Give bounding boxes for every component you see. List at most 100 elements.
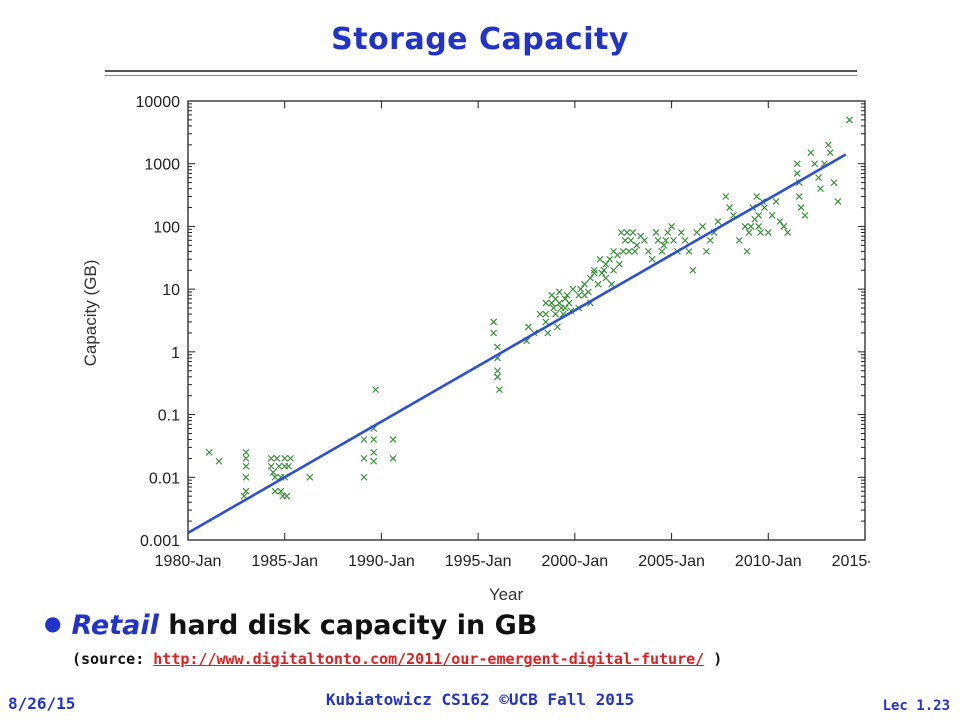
data-point [784, 229, 792, 236]
data-point [281, 455, 289, 462]
data-point [747, 223, 755, 230]
data-point [768, 211, 776, 219]
data-point [370, 436, 378, 443]
data-point [287, 455, 294, 462]
data-point [269, 468, 277, 476]
y-tick-label: 0.01 [149, 470, 180, 487]
y-tick-label: 0.1 [158, 408, 180, 425]
x-tick-label: 1995-Jan [445, 553, 512, 570]
y-tick-label: 10 [162, 282, 180, 299]
data-point [703, 247, 710, 255]
data-point [360, 455, 368, 462]
data-point [817, 185, 824, 193]
data-point [542, 299, 550, 307]
data-point [273, 455, 281, 462]
data-point [494, 343, 501, 351]
data-point [370, 457, 378, 465]
data-point [563, 291, 571, 299]
data-point [807, 149, 815, 157]
data-point [664, 229, 672, 236]
y-tick-label: 10000 [136, 94, 181, 111]
data-point [542, 318, 550, 326]
data-point [577, 285, 585, 293]
data-point [490, 318, 498, 326]
data-point [619, 247, 627, 255]
data-point [741, 223, 749, 230]
data-point [652, 229, 660, 236]
data-point [658, 247, 666, 255]
data-point [554, 323, 561, 331]
x-tick-label: 1980-Jan [155, 553, 222, 570]
data-point [654, 236, 662, 244]
data-point [706, 236, 714, 244]
data-point [648, 255, 656, 263]
data-point [644, 247, 652, 255]
data-point [267, 462, 275, 470]
x-axis-label: Year [489, 585, 524, 604]
source-link[interactable]: http://www.digitaltonto.com/2011/our-eme… [153, 650, 705, 668]
data-point [565, 299, 573, 307]
data-point [815, 174, 822, 182]
trend-line [187, 153, 847, 534]
data-point [614, 251, 621, 259]
plot-frame [187, 100, 866, 541]
bullet-body: hard disk capacity in GB [158, 610, 538, 641]
data-point [552, 310, 559, 318]
data-point [555, 299, 563, 307]
bullet-text: ● Retail hard disk capacity in GB [44, 610, 537, 641]
data-point [600, 266, 608, 274]
data-point [360, 436, 368, 443]
data-point [594, 280, 602, 288]
bullet-emphasis: Retail [71, 610, 159, 641]
data-point [772, 198, 780, 205]
data-point [793, 170, 801, 177]
data-point [797, 204, 805, 211]
y-tick-label: 100 [153, 219, 180, 236]
data-point [271, 473, 279, 481]
source-suffix: ) [704, 650, 723, 668]
data-point [372, 386, 380, 394]
data-point [735, 236, 743, 244]
data-point [602, 260, 610, 268]
data-point [668, 223, 675, 230]
source-prefix: (source: [72, 650, 154, 668]
data-point [277, 487, 285, 495]
footer-date: 8/26/15 [8, 694, 76, 713]
data-point [590, 269, 598, 277]
data-point [550, 304, 557, 312]
x-tick-label: 2010-Jan [735, 553, 802, 570]
data-point [590, 266, 598, 274]
data-point [793, 160, 801, 168]
data-point [826, 149, 834, 157]
data-point [662, 236, 670, 244]
data-point [389, 436, 397, 443]
data-point [764, 229, 772, 236]
data-point [610, 266, 617, 274]
data-point [681, 236, 689, 244]
data-point [242, 473, 250, 481]
data-point [569, 285, 577, 293]
data-point [811, 160, 819, 168]
data-point [761, 204, 768, 211]
data-point [726, 204, 733, 211]
data-point [693, 229, 701, 236]
data-point [283, 492, 291, 500]
x-tick-label: 2015-Jan [832, 553, 870, 570]
source-citation: (source: http://www.digitaltonto.com/201… [72, 650, 722, 668]
data-point [670, 236, 677, 244]
data-point [525, 323, 532, 331]
slide-title: Storage Capacity [331, 22, 629, 57]
data-point [617, 229, 625, 236]
data-point [596, 255, 604, 263]
data-point [242, 487, 250, 495]
data-point [215, 457, 223, 465]
data-point [824, 141, 832, 149]
data-point [689, 266, 697, 274]
data-point [641, 236, 648, 244]
data-point [598, 269, 606, 277]
data-point [757, 229, 764, 236]
x-tick-label: 2000-Jan [541, 553, 608, 570]
data-point [685, 247, 693, 255]
data-point [780, 223, 788, 230]
data-point [544, 329, 552, 337]
